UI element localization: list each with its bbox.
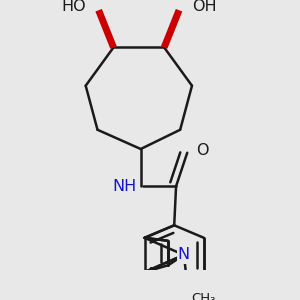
Text: O: O [196, 143, 209, 158]
Text: N: N [178, 248, 190, 262]
Text: OH: OH [192, 0, 217, 14]
Text: HO: HO [61, 0, 86, 14]
Text: CH₃: CH₃ [191, 292, 216, 300]
Text: NH: NH [112, 179, 136, 194]
